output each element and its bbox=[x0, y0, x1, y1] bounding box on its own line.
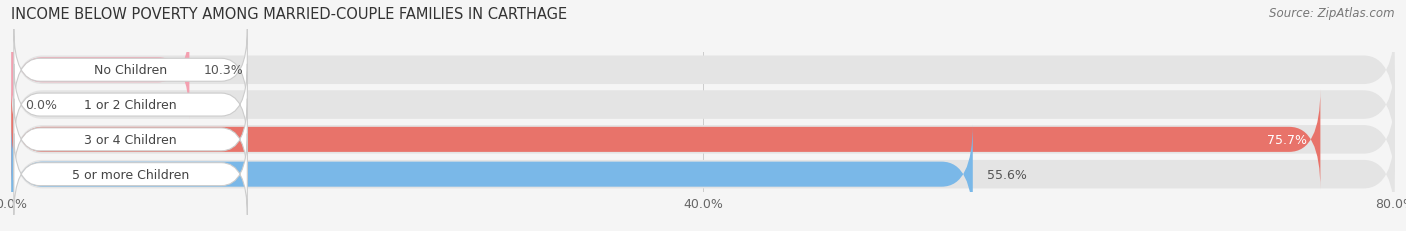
Text: 3 or 4 Children: 3 or 4 Children bbox=[84, 133, 177, 146]
Text: 0.0%: 0.0% bbox=[25, 99, 58, 112]
Text: 75.7%: 75.7% bbox=[1267, 133, 1306, 146]
Text: 1 or 2 Children: 1 or 2 Children bbox=[84, 99, 177, 112]
FancyBboxPatch shape bbox=[11, 125, 973, 224]
FancyBboxPatch shape bbox=[11, 21, 190, 120]
Text: Source: ZipAtlas.com: Source: ZipAtlas.com bbox=[1270, 7, 1395, 20]
Text: 10.3%: 10.3% bbox=[204, 64, 243, 77]
FancyBboxPatch shape bbox=[14, 64, 247, 146]
FancyBboxPatch shape bbox=[11, 90, 1320, 190]
FancyBboxPatch shape bbox=[14, 30, 247, 111]
FancyBboxPatch shape bbox=[11, 57, 1395, 153]
FancyBboxPatch shape bbox=[11, 91, 1395, 188]
FancyBboxPatch shape bbox=[11, 126, 1395, 223]
FancyBboxPatch shape bbox=[14, 134, 247, 215]
Text: 5 or more Children: 5 or more Children bbox=[72, 168, 190, 181]
FancyBboxPatch shape bbox=[11, 22, 1395, 119]
Text: No Children: No Children bbox=[94, 64, 167, 77]
Text: 55.6%: 55.6% bbox=[987, 168, 1026, 181]
Text: INCOME BELOW POVERTY AMONG MARRIED-COUPLE FAMILIES IN CARTHAGE: INCOME BELOW POVERTY AMONG MARRIED-COUPL… bbox=[11, 7, 568, 22]
FancyBboxPatch shape bbox=[14, 99, 247, 180]
